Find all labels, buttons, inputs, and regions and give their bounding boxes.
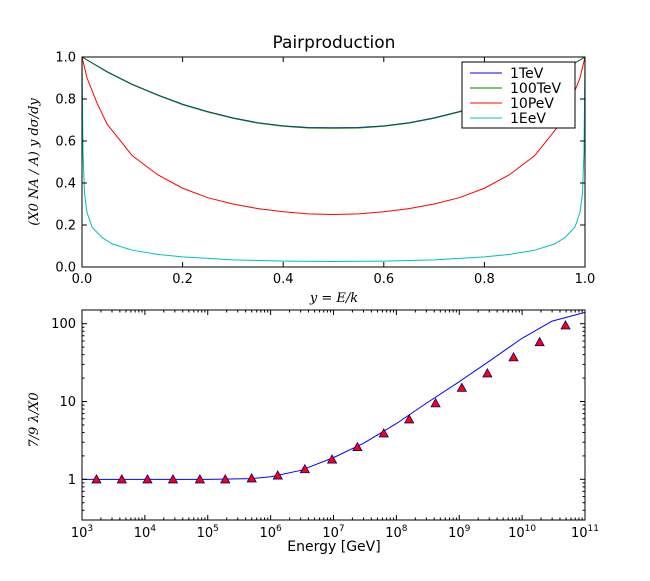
data-point-marker [534, 336, 545, 347]
legend-label-1TeV: 1TeV [510, 66, 544, 82]
bottom-x-tick-label: 108 [385, 524, 408, 541]
data-point-marker [194, 473, 206, 484]
series-line-1EeV [81, 56, 586, 263]
bottom-y-tick-label: 10 [59, 395, 76, 410]
tick-base: 10 [571, 526, 588, 541]
data-point-marker [456, 382, 468, 392]
data-point-marker [430, 397, 441, 408]
data-point-marker [91, 473, 102, 484]
tick-exponent: 11 [588, 524, 599, 534]
tick-base: 10 [508, 526, 525, 541]
data-point-marker [482, 368, 493, 378]
data-point-marker [326, 454, 338, 464]
bottom-y-tick-label: 100 [51, 317, 76, 332]
tick-base: 10 [448, 526, 465, 541]
bottom-x-tick-label: 107 [322, 524, 344, 541]
data-point-marker [167, 473, 179, 484]
data-point-marker [560, 320, 571, 330]
top-x-tick-label: 1.0 [575, 272, 596, 287]
bottom-x-tick-label: 105 [197, 524, 219, 541]
legend-label-100TeV: 100TeV [510, 81, 562, 97]
top-y-tick-label: 0.0 [55, 261, 76, 276]
bottom-x-tick-label: 1010 [508, 524, 536, 541]
data-point-marker [246, 472, 257, 483]
tick-exponent: 9 [465, 524, 471, 534]
data-point-marker [142, 473, 153, 484]
top-ticks-group: 0.0 0.2 0.4 0.6 0.8 1.0 0.0 0.2 0.4 0.6 0.8 1.0 [55, 51, 595, 288]
data-point-marker [508, 351, 519, 362]
bottom-x-tick-label: 103 [71, 524, 93, 541]
top-y-tick-label: 0.8 [55, 93, 76, 108]
tick-base: 10 [71, 526, 88, 541]
bottom-x-tick-label: 104 [134, 524, 157, 541]
top-x-tick-label: 0.0 [72, 272, 93, 287]
top-y-tick-label: 1.0 [55, 51, 76, 66]
top-y-tick-label: 0.2 [55, 219, 76, 234]
legend-label-1EeV: 1EeV [510, 111, 546, 127]
bottom-plot-frame [81, 309, 586, 521]
data-point-marker [299, 463, 311, 474]
bottom-x-axis-label: Energy [GeV] [287, 539, 380, 555]
tick-exponent: 8 [402, 524, 408, 534]
radiation-length-curve [82, 311, 586, 480]
top-x-tick-label: 0.6 [373, 272, 394, 287]
top-x-axis-label: y = E/k [309, 291, 358, 306]
tick-exponent: 4 [150, 524, 156, 534]
legend-label-10PeV: 10PeV [510, 96, 554, 112]
top-x-tick-label: 0.2 [172, 272, 193, 287]
data-point-marker [404, 414, 415, 424]
top-chart: Pairproduction 0.0 0.2 0.4 0.6 0.8 1.00.00.20… [27, 33, 595, 306]
tick-base: 10 [385, 526, 402, 541]
data-point-marker [272, 470, 283, 480]
data-point-marker [220, 473, 231, 484]
top-x-tick-label: 0.8 [474, 272, 495, 287]
bottom-x-tick-label: 109 [448, 524, 471, 541]
top-y-tick-label: 0.4 [55, 177, 76, 192]
bottom-y-tick-label: 1 [68, 473, 76, 488]
tick-exponent: 6 [276, 524, 282, 534]
tick-exponent: 10 [525, 524, 537, 534]
tick-exponent: 3 [87, 524, 93, 534]
top-plot-frame [81, 56, 586, 268]
top-chart-title: Pairproduction [273, 33, 396, 53]
bottom-series-group [82, 311, 586, 484]
bottom-x-tick-label: 106 [259, 524, 282, 541]
bottom-x-tick-label: 1011 [571, 524, 599, 541]
data-point-marker [352, 441, 363, 452]
tick-exponent: 5 [213, 524, 219, 534]
bottom-y-axis-label: 7/9 λ/X0 [27, 392, 42, 447]
data-point-marker [378, 428, 389, 438]
tick-base: 10 [197, 526, 214, 541]
top-y-axis-label: (X0 NA / A) y dσ/dy [27, 98, 42, 226]
tick-base: 10 [134, 526, 151, 541]
series-line-10PeV [81, 56, 586, 216]
tick-base: 10 [322, 526, 339, 541]
data-point-marker [116, 473, 128, 484]
top-x-tick-label: 0.4 [273, 272, 294, 287]
tick-base: 10 [259, 526, 276, 541]
tick-exponent: 7 [339, 524, 345, 534]
top-y-tick-label: 0.6 [55, 135, 76, 150]
